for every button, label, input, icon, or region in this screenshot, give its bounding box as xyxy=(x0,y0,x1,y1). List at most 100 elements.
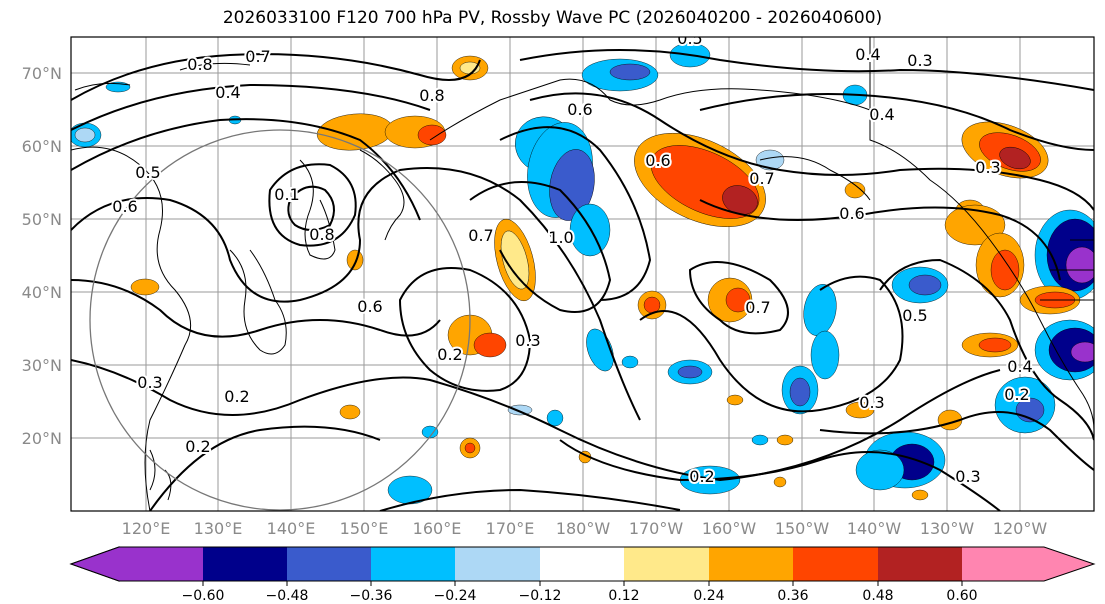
contour-label: 0.7 xyxy=(468,226,493,245)
colorbar-tick-label: 0.60 xyxy=(946,588,977,604)
shaded-anomaly xyxy=(755,149,785,171)
longitude-label: 140°E xyxy=(267,519,316,538)
contour-label: 0.6 xyxy=(839,204,864,223)
latitude-label: 70°N xyxy=(22,64,62,83)
latitude-label: 30°N xyxy=(22,356,62,375)
colorbar-block xyxy=(455,547,540,581)
colorbar-block xyxy=(793,547,878,581)
contour-label: 0.6 xyxy=(567,100,592,119)
latitude-label: 60°N xyxy=(22,137,62,156)
contour-label: 0.8 xyxy=(567,100,592,119)
contour-label: 0.8 xyxy=(419,86,444,105)
contour-label: 0.3 xyxy=(955,467,980,486)
colorbar-tick-label: 0.36 xyxy=(777,588,808,604)
reference-circle xyxy=(89,129,471,511)
contour-label: 0.1 xyxy=(274,185,299,204)
contour-labels: 0.50.8 0.70.40.30.40.80.80.40.50.60.10.80… xyxy=(110,29,1034,488)
contour-label: 1.0 xyxy=(548,228,573,247)
shaded-anomaly xyxy=(421,425,439,439)
colorbar-extend-high-fill xyxy=(1044,547,1094,581)
shaded-anomaly xyxy=(773,476,787,488)
longitude-label: 130°E xyxy=(194,519,243,538)
contour-label: 0.2 xyxy=(437,345,462,364)
colorbar-block xyxy=(878,547,962,581)
shaded-anomaly xyxy=(944,204,1006,246)
shaded-anomaly xyxy=(507,404,533,416)
latitude-label: 50°N xyxy=(22,210,62,229)
shaded-anomaly xyxy=(789,377,811,407)
shaded-anomaly xyxy=(1070,341,1094,363)
shaded-anomaly xyxy=(999,146,1031,170)
colorbar-block xyxy=(203,547,287,581)
contour-label: 0.5 xyxy=(677,29,702,48)
colorbar: −0.60 −0.48 −0.36 −0.24 −0.12 0.12 0.24 0.36 0.4… xyxy=(69,546,1096,604)
contour-label: 0.4 xyxy=(1007,357,1032,376)
contour-label: 0.8 xyxy=(187,55,212,74)
contour-label: 0.2 xyxy=(185,437,210,456)
contour-label: 0.7 xyxy=(745,298,770,317)
colorbar-block xyxy=(709,547,793,581)
shaded-anomaly xyxy=(130,278,160,296)
colorbar-block xyxy=(962,547,1044,581)
colorbar-block xyxy=(119,547,203,581)
shaded-anomaly xyxy=(908,274,942,296)
shaded-anomaly xyxy=(621,355,639,369)
colorbar-outline xyxy=(69,546,1096,582)
contour-label: 0.6 xyxy=(112,197,137,216)
contour-label: 0.3 xyxy=(975,158,1000,177)
longitude-label: 170°W xyxy=(629,519,684,538)
longitude-label: 160°W xyxy=(702,519,757,538)
longitude-label: 150°W xyxy=(775,519,830,538)
colorbar-tick-label: −0.24 xyxy=(434,588,477,604)
contour-label: 0.4 xyxy=(869,105,894,124)
colorbar-tick-label: −0.36 xyxy=(350,588,393,604)
contour-label: 0.3 xyxy=(859,393,884,412)
shaded-anomaly xyxy=(464,442,476,454)
shaded-anomaly xyxy=(74,127,96,143)
longitude-label: 170°E xyxy=(486,519,535,538)
shaded-anomaly xyxy=(387,475,433,505)
shaded-anomaly xyxy=(643,296,661,314)
shaded-anomaly xyxy=(609,63,651,81)
shaded-anomaly xyxy=(845,401,875,419)
colorbar-extend-low-fill xyxy=(71,547,119,581)
colorbar-tick-label: 0.48 xyxy=(862,588,893,604)
colorbar-block xyxy=(624,547,709,581)
contour-label: 0.2 xyxy=(224,387,249,406)
shaded-anomaly xyxy=(810,330,840,380)
shaded-anomaly xyxy=(546,409,564,427)
shaded-anomaly xyxy=(803,284,837,336)
longitude-label: 140°W xyxy=(847,519,902,538)
latitude-label: 40°N xyxy=(22,283,62,302)
shaded-anomaly xyxy=(473,332,507,358)
shaded-anomaly xyxy=(725,287,751,313)
longitude-labels: 120°E 130°E 140°E 150°E 160°E 170°E 180°W 170°W… xyxy=(122,519,1048,538)
longitude-label: 120°E xyxy=(122,519,171,538)
shaded-anomaly xyxy=(978,337,1012,353)
contour-label: 0.6 xyxy=(357,297,382,316)
contour-label: 0.8 xyxy=(309,225,334,244)
longitude-label: 130°W xyxy=(920,519,975,538)
contour-label: 0.2 xyxy=(1004,385,1029,404)
contour-label: 0.2 xyxy=(689,467,714,486)
map-title: 2026033100 F120 700 hPa PV, Rossby Wave … xyxy=(222,8,883,28)
contour-label: 0.5 xyxy=(902,306,927,325)
contour-label: 0.6 xyxy=(645,151,670,170)
contour-label: 0.4 xyxy=(855,45,880,64)
contour-label: 0.3 xyxy=(515,331,540,350)
shaded-anomaly xyxy=(417,124,447,146)
shaded-anomaly xyxy=(990,249,1020,291)
shaded-anomaly xyxy=(855,449,905,491)
longitude-label: 150°E xyxy=(340,519,389,538)
colorbar-tick-label: 0.24 xyxy=(693,588,724,604)
contour-label: 0.3 xyxy=(907,51,932,70)
map-frame xyxy=(70,36,1095,512)
shaded-anomaly xyxy=(677,365,703,379)
colorbar-block xyxy=(540,547,624,581)
contour-label: 0.5 xyxy=(135,163,160,182)
latitude-labels: 70°N 60°N 50°N 40°N 30°N 20°N xyxy=(22,64,62,448)
shaded-anomaly xyxy=(751,434,769,446)
shaded-anomaly xyxy=(1065,246,1094,284)
latitude-label: 20°N xyxy=(22,429,62,448)
